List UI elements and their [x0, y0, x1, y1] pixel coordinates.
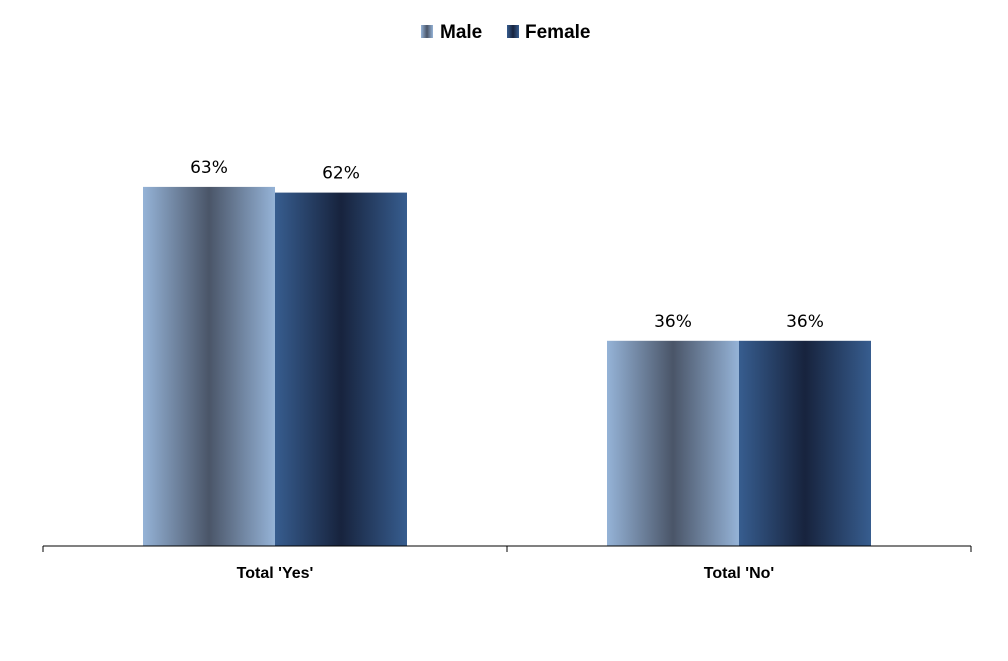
bar-male-total-no — [607, 340, 739, 546]
data-label-male-total-no: 36% — [654, 312, 692, 332]
data-label-female-total-yes: 62% — [322, 164, 360, 184]
x-axis: Total 'Yes' Total 'No' — [42, 545, 972, 582]
x-tick-label-total-yes: Total 'Yes' — [237, 565, 314, 582]
x-tick-label-total-no: Total 'No' — [704, 565, 774, 582]
bars-layer — [143, 186, 871, 546]
legend-label-female: Female — [525, 22, 590, 43]
legend: Male Female — [421, 22, 590, 43]
legend-swatch-female — [507, 25, 519, 38]
bar-male-total-yes — [143, 186, 275, 546]
data-labels: 63% 62% 36% 36% — [190, 158, 824, 332]
bar-female-total-yes — [275, 192, 407, 546]
data-label-male-total-yes: 63% — [190, 158, 228, 178]
legend-label-male: Male — [440, 22, 482, 43]
bar-female-total-no — [739, 340, 871, 546]
legend-swatch-male — [421, 25, 433, 38]
data-label-female-total-no: 36% — [786, 312, 824, 332]
